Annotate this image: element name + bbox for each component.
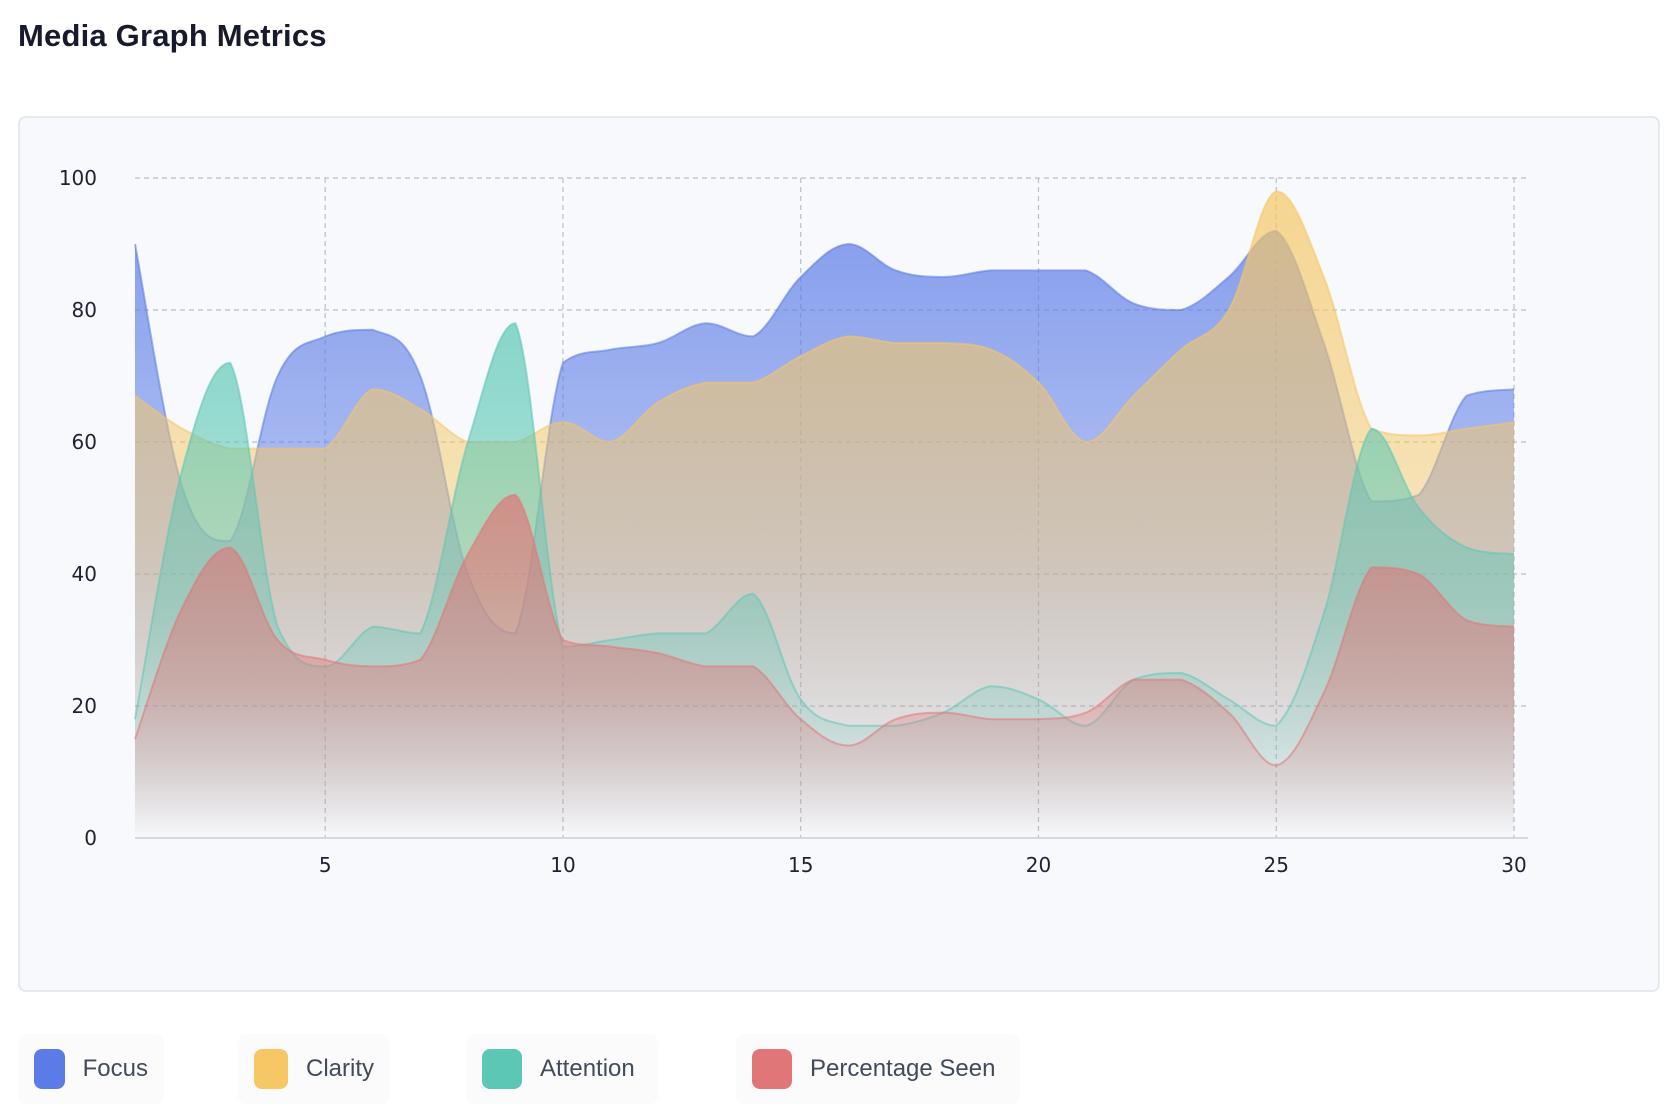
series-areas: [134, 190, 1515, 839]
legend-item-percentage-seen[interactable]: Percentage Seen: [736, 1034, 1020, 1104]
page-title: Media Graph Metrics: [18, 18, 327, 53]
percentage-seen-line: [134, 493, 1515, 767]
percentage-seen-area[interactable]: [135, 494, 1514, 838]
x-tick-label: 30: [1501, 853, 1526, 877]
focus-swatch: [34, 1049, 65, 1089]
chart-card: 0 20 40 60 80 100 5 10 15 20 25 30: [18, 116, 1660, 992]
legend-label: Focus: [82, 1055, 148, 1082]
legend: Focus Clarity Attention Percentage Seen: [18, 1034, 1020, 1104]
legend-label: Clarity: [305, 1055, 374, 1082]
legend-item-clarity[interactable]: Clarity: [238, 1034, 390, 1104]
legend-label: Percentage Seen: [810, 1055, 996, 1082]
legend-item-attention[interactable]: Attention: [466, 1034, 658, 1104]
y-tick-label: 100: [59, 166, 97, 190]
x-tick-label: 5: [319, 853, 332, 877]
y-tick-label: 0: [84, 826, 97, 850]
axes: 0 20 40 60 80 100 5 10 15 20 25 30: [59, 166, 1528, 877]
attention-swatch: [482, 1049, 522, 1089]
percentage-seen-swatch: [752, 1049, 792, 1089]
clarity-swatch: [254, 1049, 288, 1089]
legend-item-focus[interactable]: Focus: [18, 1034, 164, 1104]
x-tick-label: 10: [550, 853, 575, 877]
y-tick-label: 40: [72, 562, 97, 586]
y-tick-label: 80: [72, 298, 97, 322]
x-tick-label: 15: [788, 853, 813, 877]
y-tick-label: 60: [72, 430, 97, 454]
x-tick-label: 20: [1026, 853, 1051, 877]
clarity-line: [134, 190, 1515, 450]
x-tick-label: 25: [1264, 853, 1289, 877]
legend-label: Attention: [540, 1055, 635, 1082]
area-chart: 0 20 40 60 80 100 5 10 15 20 25 30: [59, 166, 1528, 877]
y-tick-label: 20: [72, 694, 97, 718]
